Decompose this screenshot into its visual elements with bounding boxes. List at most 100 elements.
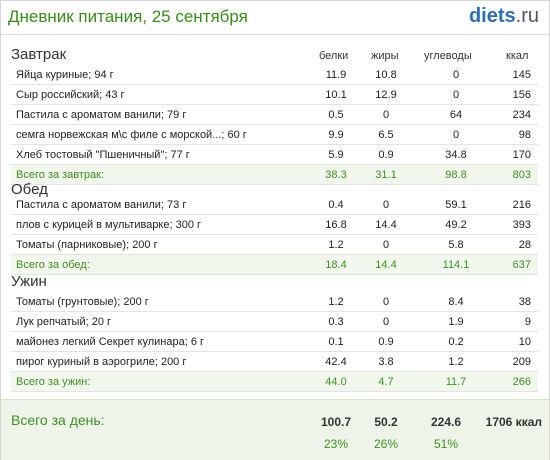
- header: Дневник питания, 25 сентября diets.ru: [1, 1, 549, 35]
- kcal-value: 28: [518, 239, 531, 251]
- kcal-value: 9: [524, 316, 531, 328]
- fat-value: 10.8: [375, 69, 397, 81]
- protein-value: 0.3: [328, 316, 344, 328]
- protein-value: 0.1: [328, 336, 344, 348]
- table-row[interactable]: Пастила с ароматом ванили; 73 г 0.4 0 59…: [11, 195, 538, 215]
- day-carbs-total: 224.6: [430, 415, 462, 429]
- kcal-value: 98: [518, 129, 531, 141]
- kcal-value: 170: [512, 149, 531, 161]
- carbs-value: 0.2: [448, 336, 464, 348]
- food-name: Сыр российский; 43 г: [16, 89, 125, 101]
- table-row[interactable]: Пастила с ароматом ванили; 79 г 0.5 0 64…: [11, 105, 538, 125]
- fat-value: 0: [382, 199, 390, 211]
- protein-value: 16.8: [325, 219, 347, 231]
- column-header-kcal: ккал: [506, 50, 529, 62]
- logo-main: diets: [468, 5, 516, 27]
- table-row[interactable]: Сыр российский; 43 г 10.1 12.9 0 156: [11, 85, 538, 105]
- kcal-value: 38: [518, 296, 531, 308]
- fat-total: 31.1: [375, 169, 397, 181]
- day-total-box: Всего за день: 100.7 50.2 224.6 1706 кка…: [1, 399, 549, 460]
- kcal-total: 266: [512, 376, 531, 388]
- protein-value: 5.9: [328, 149, 344, 161]
- day-protein-percent: 23%: [323, 437, 349, 451]
- table-row[interactable]: майонез легкий Секрет кулинара; 6 г 0.1 …: [11, 332, 538, 352]
- carbs-value: 8.4: [448, 296, 464, 308]
- food-name: Пастила с ароматом ванили; 73 г: [16, 199, 187, 211]
- logo-tld: .ru: [515, 5, 539, 27]
- fat-total: 14.4: [375, 259, 397, 271]
- table-row[interactable]: Лук репчатый; 20 г 0.3 0 1.9 9: [11, 312, 538, 332]
- section-title-dinner: Ужин: [11, 273, 47, 290]
- fat-value: 0.9: [378, 149, 394, 161]
- table-row[interactable]: Томаты (грунтовые); 200 г 1.2 0 8.4 38: [11, 292, 538, 312]
- fat-value: 0: [382, 316, 390, 328]
- carbs-value: 0: [452, 129, 460, 141]
- kcal-value: 216: [512, 199, 531, 211]
- protein-value: 0.4: [328, 199, 344, 211]
- kcal-total: 637: [512, 259, 531, 271]
- food-name: семга норвежская м\с филе с морской...; …: [16, 129, 247, 141]
- kcal-value: 234: [512, 109, 531, 121]
- table-row[interactable]: пирог куриный в аэрогриле; 200 г 42.4 3.…: [11, 352, 538, 372]
- kcal-value: 209: [512, 356, 531, 368]
- table-row[interactable]: семга норвежская м\с филе с морской...; …: [11, 125, 538, 145]
- meal-total-row: Всего за ужин: 44.0 4.7 11.7 266: [11, 372, 538, 392]
- food-name: Лук репчатый; 20 г: [16, 316, 112, 328]
- carbs-total: 98.8: [445, 169, 467, 181]
- day-fat-total: 50.2: [374, 415, 398, 429]
- fat-value: 14.4: [375, 219, 397, 231]
- protein-total: 18.4: [325, 259, 347, 271]
- protein-value: 42.4: [325, 356, 347, 368]
- day-fat-percent: 26%: [373, 437, 399, 451]
- meal-total-label: Всего за ужин:: [16, 376, 91, 388]
- table-row[interactable]: Яйца куриные; 94 г 11.9 10.8 0 145: [11, 65, 538, 85]
- carbs-value: 0: [452, 69, 460, 81]
- protein-value: 1.2: [328, 296, 344, 308]
- day-kcal-total: 1706 ккал: [485, 415, 542, 429]
- day-protein-total: 100.7: [320, 415, 352, 429]
- column-header-carbs: углеводы: [424, 50, 472, 62]
- carbs-total: 114.1: [442, 259, 470, 271]
- carbs-value: 5.8: [448, 239, 464, 251]
- kcal-value: 10: [518, 336, 531, 348]
- food-name: Томаты (парниковые); 200 г: [16, 239, 158, 251]
- fat-value: 0: [382, 239, 390, 251]
- table-row[interactable]: Хлеб тостовый "Пшеничный"; 77 г 5.9 0.9 …: [11, 145, 538, 165]
- kcal-value: 145: [512, 69, 531, 81]
- column-header-fat: жиры: [371, 50, 399, 62]
- carbs-value: 34.8: [445, 149, 467, 161]
- meal-total-row: Всего за обед: 18.4 14.4 114.1 637: [11, 255, 538, 275]
- protein-value: 10.1: [325, 89, 347, 101]
- meal-total-label: Всего за завтрак:: [16, 169, 105, 181]
- carbs-value: 1.2: [448, 356, 464, 368]
- site-logo[interactable]: diets.ru: [469, 5, 539, 28]
- protein-total: 38.3: [325, 169, 347, 181]
- meal-total-label: Всего за обед:: [16, 259, 90, 271]
- protein-value: 0.5: [328, 109, 344, 121]
- food-name: Яйца куриные; 94 г: [16, 69, 114, 81]
- table-row[interactable]: Томаты (парниковые); 200 г 1.2 0 5.8 28: [11, 235, 538, 255]
- protein-value: 1.2: [328, 239, 344, 251]
- food-name: Пастила с ароматом ванили; 79 г: [16, 109, 187, 121]
- fat-value: 6.5: [378, 129, 394, 141]
- section-title-lunch: Обед: [11, 181, 48, 198]
- food-name: Хлеб тостовый "Пшеничный"; 77 г: [16, 149, 190, 161]
- table-row[interactable]: плов с курицей в мультиварке; 300 г 16.8…: [11, 215, 538, 235]
- protein-total: 44.0: [325, 376, 347, 388]
- kcal-value: 156: [512, 89, 531, 101]
- day-total-label: Всего за день:: [11, 412, 105, 428]
- fat-total: 4.7: [378, 376, 394, 388]
- kcal-total: 803: [512, 169, 531, 181]
- carbs-value: 64: [449, 109, 463, 121]
- carbs-value: 1.9: [448, 316, 464, 328]
- column-header-protein: белки: [319, 50, 349, 62]
- meal-total-row: Всего за завтрак: 38.3 31.1 98.8 803: [11, 165, 538, 185]
- carbs-total: 11.7: [445, 376, 467, 388]
- food-name: плов с курицей в мультиварке; 300 г: [16, 219, 202, 231]
- food-name: майонез легкий Секрет кулинара; 6 г: [16, 336, 205, 348]
- protein-value: 11.9: [325, 69, 347, 81]
- page-title: Дневник питания, 25 сентября: [8, 7, 248, 26]
- fat-value: 3.8: [378, 356, 394, 368]
- food-name: Томаты (грунтовые); 200 г: [16, 296, 149, 308]
